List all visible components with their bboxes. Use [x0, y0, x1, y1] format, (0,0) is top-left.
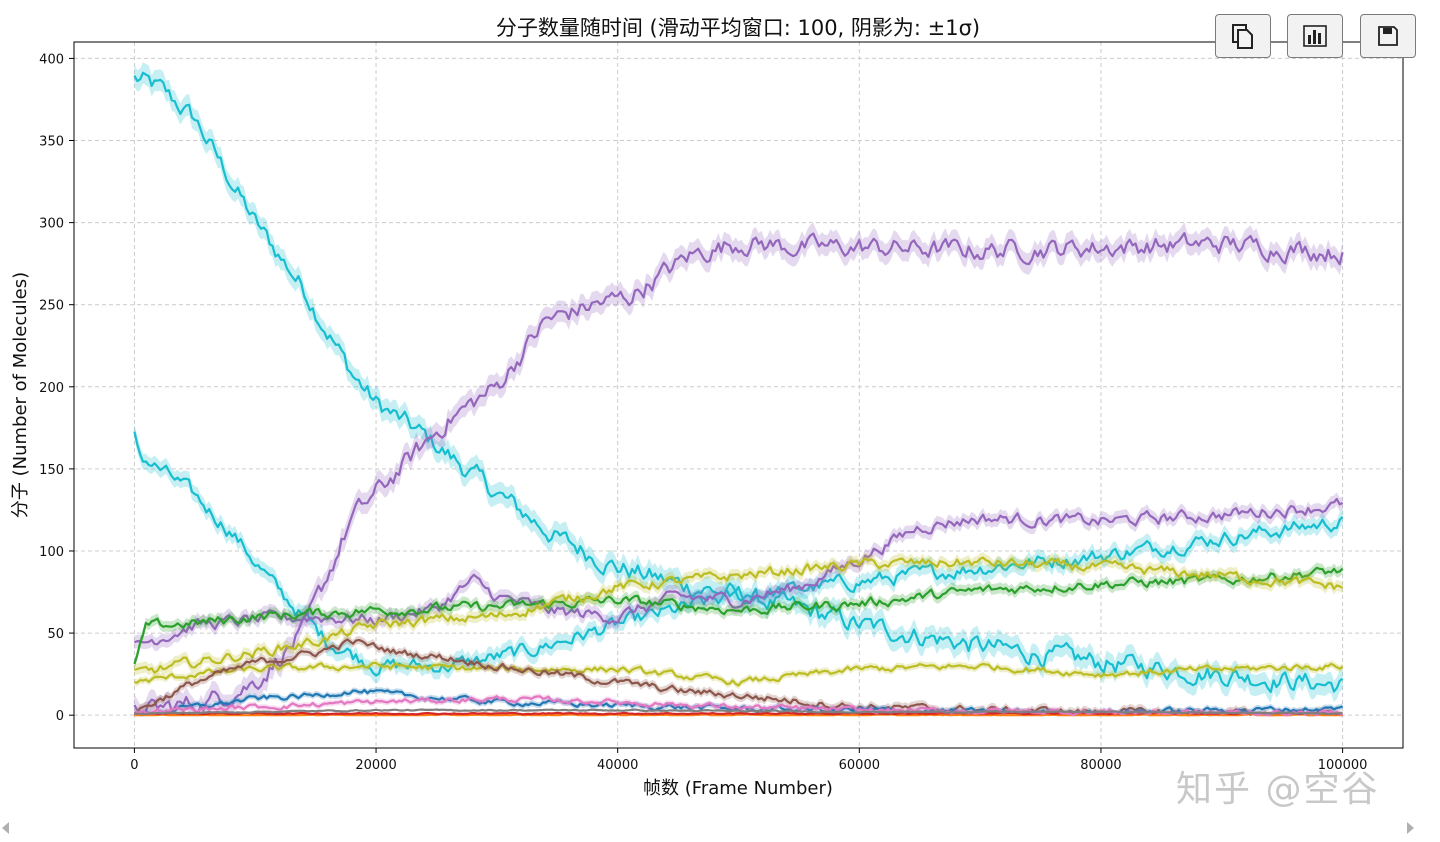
series-band-4: [134, 562, 1343, 670]
series-band-6: [134, 659, 1343, 689]
save-button[interactable]: [1360, 14, 1416, 58]
x-tick-label: 100000: [1318, 758, 1368, 773]
scroll-left-arrow[interactable]: [2, 822, 9, 834]
scroll-right-arrow[interactable]: [1407, 822, 1414, 834]
y-tick-label: 400: [39, 52, 64, 67]
series-band-3: [134, 492, 1343, 651]
series-line-7: [133, 638, 1343, 717]
plot-frame: [73, 41, 1404, 749]
x-tick-label: 40000: [597, 758, 638, 773]
x-tick-label: 60000: [839, 758, 880, 773]
x-tick-label: 20000: [355, 758, 396, 773]
y-tick-label: 250: [39, 299, 64, 314]
y-tick-label: 200: [39, 381, 64, 396]
series-line-5: [134, 556, 1344, 674]
series-band-1: [134, 423, 1343, 684]
y-tick-label: 100: [39, 545, 64, 560]
y-tick-label: 50: [47, 627, 64, 642]
x-axis-label: 帧数 (Frame Number): [643, 778, 833, 799]
series-line-10: [134, 711, 1343, 716]
y-axis-label: 分子 (Number of Molecules): [10, 271, 31, 519]
floppy-disk-icon: [1378, 26, 1398, 46]
y-tick-label: 300: [39, 217, 64, 232]
x-tick-label: 80000: [1080, 758, 1121, 773]
series-line-6: [134, 661, 1344, 687]
chart-title: 分子数量随时间 (滑动平均窗口: 100, 阴影为: ±1σ): [495, 16, 981, 40]
series-line-4: [133, 566, 1344, 665]
bar-chart-icon: [1303, 25, 1327, 47]
chart-button[interactable]: [1287, 14, 1343, 58]
series-line-1: [133, 431, 1344, 677]
series-line-12: [134, 708, 1343, 716]
series-band-5: [134, 552, 1343, 679]
y-tick-label: 0: [56, 709, 64, 724]
x-tick-label: 0: [130, 758, 138, 773]
y-tick-label: 150: [39, 463, 64, 478]
y-tick-label: 350: [39, 135, 64, 150]
series-band-7: [134, 635, 1343, 716]
copy-button[interactable]: [1215, 14, 1271, 58]
series-line-3: [133, 497, 1344, 646]
copy-icon: [1232, 24, 1253, 49]
watermark: 知乎 @空谷: [1176, 769, 1380, 810]
series-line-2: [133, 232, 1344, 717]
series-line-0: [133, 71, 1344, 694]
plot-background: [74, 42, 1403, 748]
